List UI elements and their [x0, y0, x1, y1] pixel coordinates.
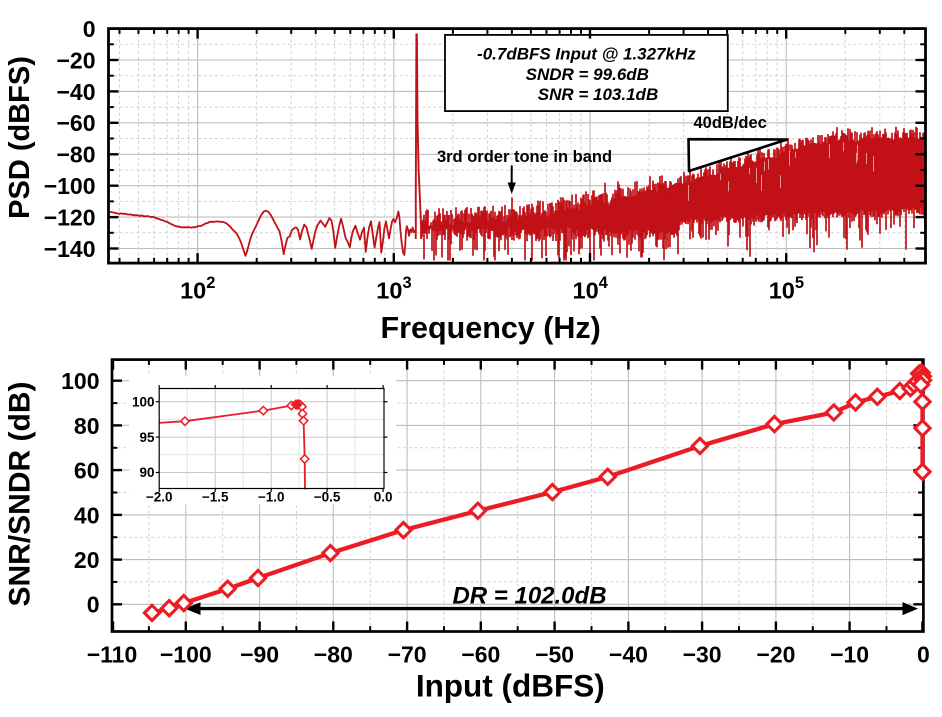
svg-text:PSD (dBFS): PSD (dBFS)	[4, 56, 36, 219]
svg-text:−20: −20	[756, 642, 795, 668]
svg-text:40: 40	[74, 502, 100, 528]
svg-text:−10: −10	[830, 642, 869, 668]
svg-text:80: 80	[74, 413, 100, 439]
svg-text:103: 103	[376, 274, 411, 304]
svg-text:0.0: 0.0	[374, 490, 393, 505]
svg-text:40dB/dec: 40dB/dec	[694, 114, 767, 132]
svg-text:95: 95	[139, 430, 155, 445]
svg-text:−110: −110	[87, 642, 138, 668]
svg-text:−30: −30	[683, 642, 722, 668]
svg-text:−90: −90	[240, 642, 279, 668]
svg-text:−60: −60	[461, 642, 500, 668]
svg-text:−100: −100	[44, 173, 96, 199]
svg-text:0: 0	[917, 642, 930, 668]
svg-text:−1.0: −1.0	[258, 490, 285, 505]
svg-text:−80: −80	[56, 142, 95, 168]
svg-text:−120: −120	[44, 205, 96, 231]
svg-text:−140: −140	[44, 236, 96, 262]
svg-text:90: 90	[139, 465, 154, 480]
svg-text:0: 0	[87, 592, 100, 618]
svg-text:-0.7dBFS Input @ 1.327kHz: -0.7dBFS Input @ 1.327kHz	[477, 44, 696, 63]
svg-text:60: 60	[74, 458, 100, 484]
svg-text:20: 20	[74, 547, 100, 573]
svg-text:−40: −40	[609, 642, 648, 668]
svg-text:−1.5: −1.5	[202, 490, 229, 505]
svg-text:102: 102	[180, 274, 215, 304]
svg-text:100: 100	[132, 394, 155, 409]
svg-text:−100: −100	[160, 642, 212, 668]
svg-text:100: 100	[61, 368, 99, 394]
svg-text:−70: −70	[388, 642, 427, 668]
svg-text:DR = 102.0dB: DR = 102.0dB	[452, 583, 606, 610]
svg-text:SNR = 103.1dB: SNR = 103.1dB	[538, 85, 658, 104]
svg-text:−40: −40	[56, 79, 95, 105]
svg-text:−80: −80	[314, 642, 353, 668]
svg-text:0: 0	[83, 16, 96, 42]
svg-text:−50: −50	[535, 642, 574, 668]
svg-text:−2.0: −2.0	[146, 490, 173, 505]
svg-text:105: 105	[769, 274, 804, 304]
svg-text:104: 104	[573, 274, 609, 304]
svg-text:SNDR = 99.6dB: SNDR = 99.6dB	[526, 65, 649, 84]
svg-text:−60: −60	[56, 110, 95, 136]
svg-text:Frequency (Hz): Frequency (Hz)	[381, 311, 601, 345]
svg-text:SNR/SNDR (dB): SNR/SNDR (dB)	[4, 382, 37, 607]
svg-text:3rd order tone in band: 3rd order tone in band	[437, 148, 612, 166]
svg-text:−20: −20	[56, 47, 95, 73]
svg-text:−0.5: −0.5	[314, 490, 341, 505]
svg-text:Input (dBFS): Input (dBFS)	[416, 668, 605, 704]
